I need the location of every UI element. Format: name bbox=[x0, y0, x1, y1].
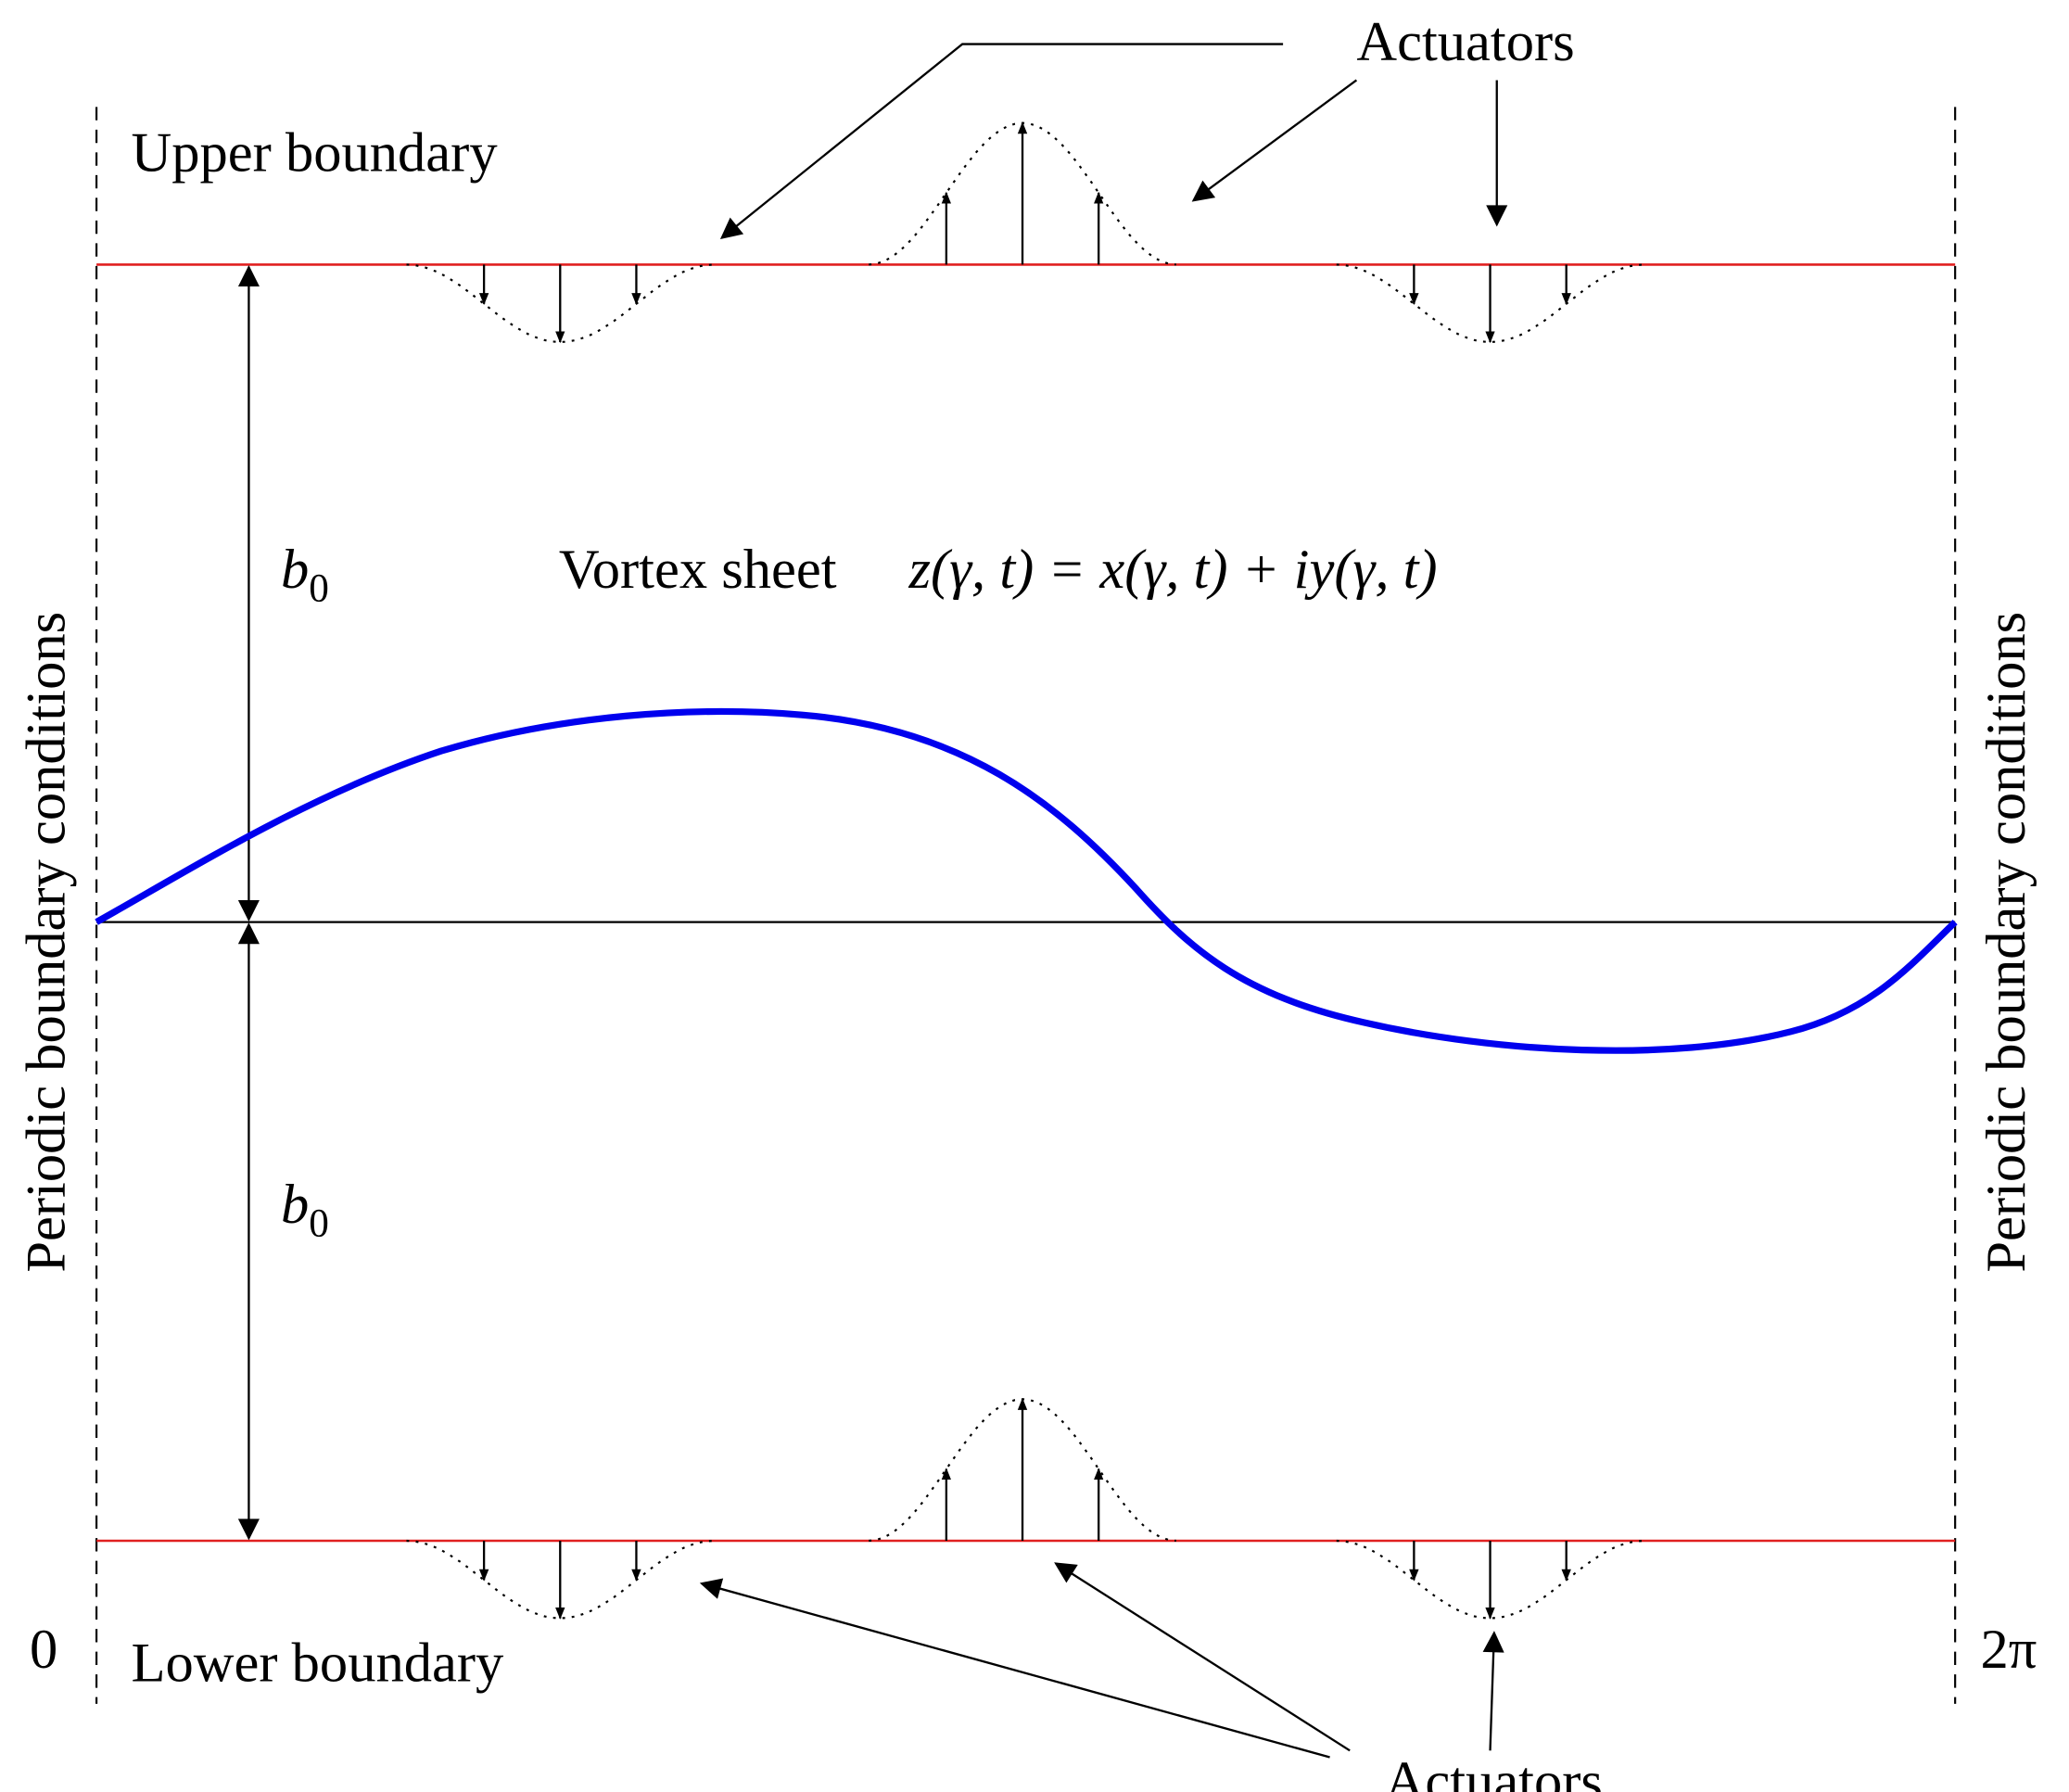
label: Upper boundary bbox=[132, 122, 499, 184]
label: Lower boundary bbox=[132, 1632, 504, 1694]
label: b0 bbox=[281, 539, 329, 610]
label: Actuators bbox=[1385, 1751, 1603, 1792]
label: Vortex sheet bbox=[559, 539, 837, 601]
label: 2π bbox=[1981, 1619, 2037, 1681]
frame bbox=[95, 107, 1958, 1704]
label: b0 bbox=[281, 1174, 329, 1245]
actuators bbox=[406, 121, 1644, 1620]
pointers bbox=[699, 43, 1508, 1759]
label: Periodic boundary conditions bbox=[1975, 612, 2037, 1273]
formula: z(γ, t) = x(γ, t) + iy(γ, t) bbox=[908, 539, 1438, 601]
label: Actuators bbox=[1356, 11, 1574, 73]
label: Periodic boundary conditions bbox=[15, 612, 77, 1273]
label: 0 bbox=[30, 1619, 57, 1681]
